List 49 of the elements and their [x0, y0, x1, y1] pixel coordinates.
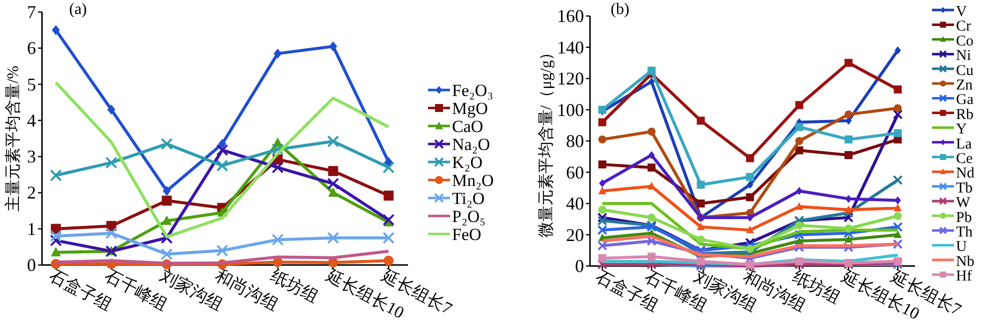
y-tick-label: 0	[575, 256, 584, 276]
legend-label: Rb	[956, 106, 974, 123]
chart-title: (b)	[610, 1, 630, 18]
y-tick-label: 7	[27, 2, 36, 22]
legend-label: Pb	[956, 210, 972, 226]
legend-label: FeO	[452, 225, 482, 244]
legend-label: Zn	[956, 78, 974, 94]
legend-label: Ce	[956, 151, 974, 167]
y-tick-label: 100	[557, 100, 584, 120]
legend-label: W	[956, 195, 971, 212]
y-tick-label: 5	[27, 74, 36, 94]
legend-label: Cu	[956, 62, 974, 79]
legend-label: Y	[956, 122, 967, 138]
legend-label: MgO	[452, 99, 488, 118]
y-tick-label: 20	[566, 224, 584, 245]
y-tick-label: 120	[557, 68, 584, 88]
y-axis-title: 主量元素平均含量/%	[4, 66, 22, 212]
legend-label: Hf	[956, 268, 972, 285]
y-tick-label: 0	[27, 255, 36, 275]
legend-label: CaO	[452, 117, 484, 136]
legend-label: Nd	[956, 166, 975, 182]
legend-label: Cr	[956, 18, 972, 35]
y-tick-label: 80	[566, 131, 584, 151]
legend-label: Co	[956, 33, 974, 50]
y-tick-label: 1	[27, 218, 36, 239]
y-tick-label: 160	[557, 6, 584, 26]
y-tick-label: 4	[27, 110, 36, 130]
legend-label: Na₂O	[452, 135, 490, 154]
legend-label: La	[956, 136, 972, 152]
chart-title: (a)	[69, 1, 87, 18]
legend-label: Ni	[956, 48, 971, 64]
legend-label: P₂O₅	[452, 207, 486, 226]
y-tick-label: 140	[557, 37, 584, 58]
y-tick-label: 60	[566, 162, 584, 182]
y-tick-label: 40	[566, 194, 584, 214]
legend-label: Fe₂O₃	[452, 81, 494, 100]
legend-label: Th	[956, 224, 974, 240]
legend-label: Ga	[956, 92, 974, 108]
y-tick-label: 2	[27, 182, 36, 203]
y-tick-label: 3	[27, 146, 36, 167]
legend-label: Tb	[956, 180, 973, 196]
y-axis-title: 微量元素平均含量/（μg/g）	[537, 44, 555, 238]
legend-label: K₂O	[452, 153, 482, 172]
y-tick-label: 6	[27, 38, 36, 58]
legend-label: Ti₂O	[452, 189, 485, 208]
legend-label: U	[956, 239, 967, 256]
legend-label: V	[956, 4, 967, 20]
legend-label: Nb	[956, 254, 974, 270]
legend-label: Mn₂O	[452, 171, 494, 190]
